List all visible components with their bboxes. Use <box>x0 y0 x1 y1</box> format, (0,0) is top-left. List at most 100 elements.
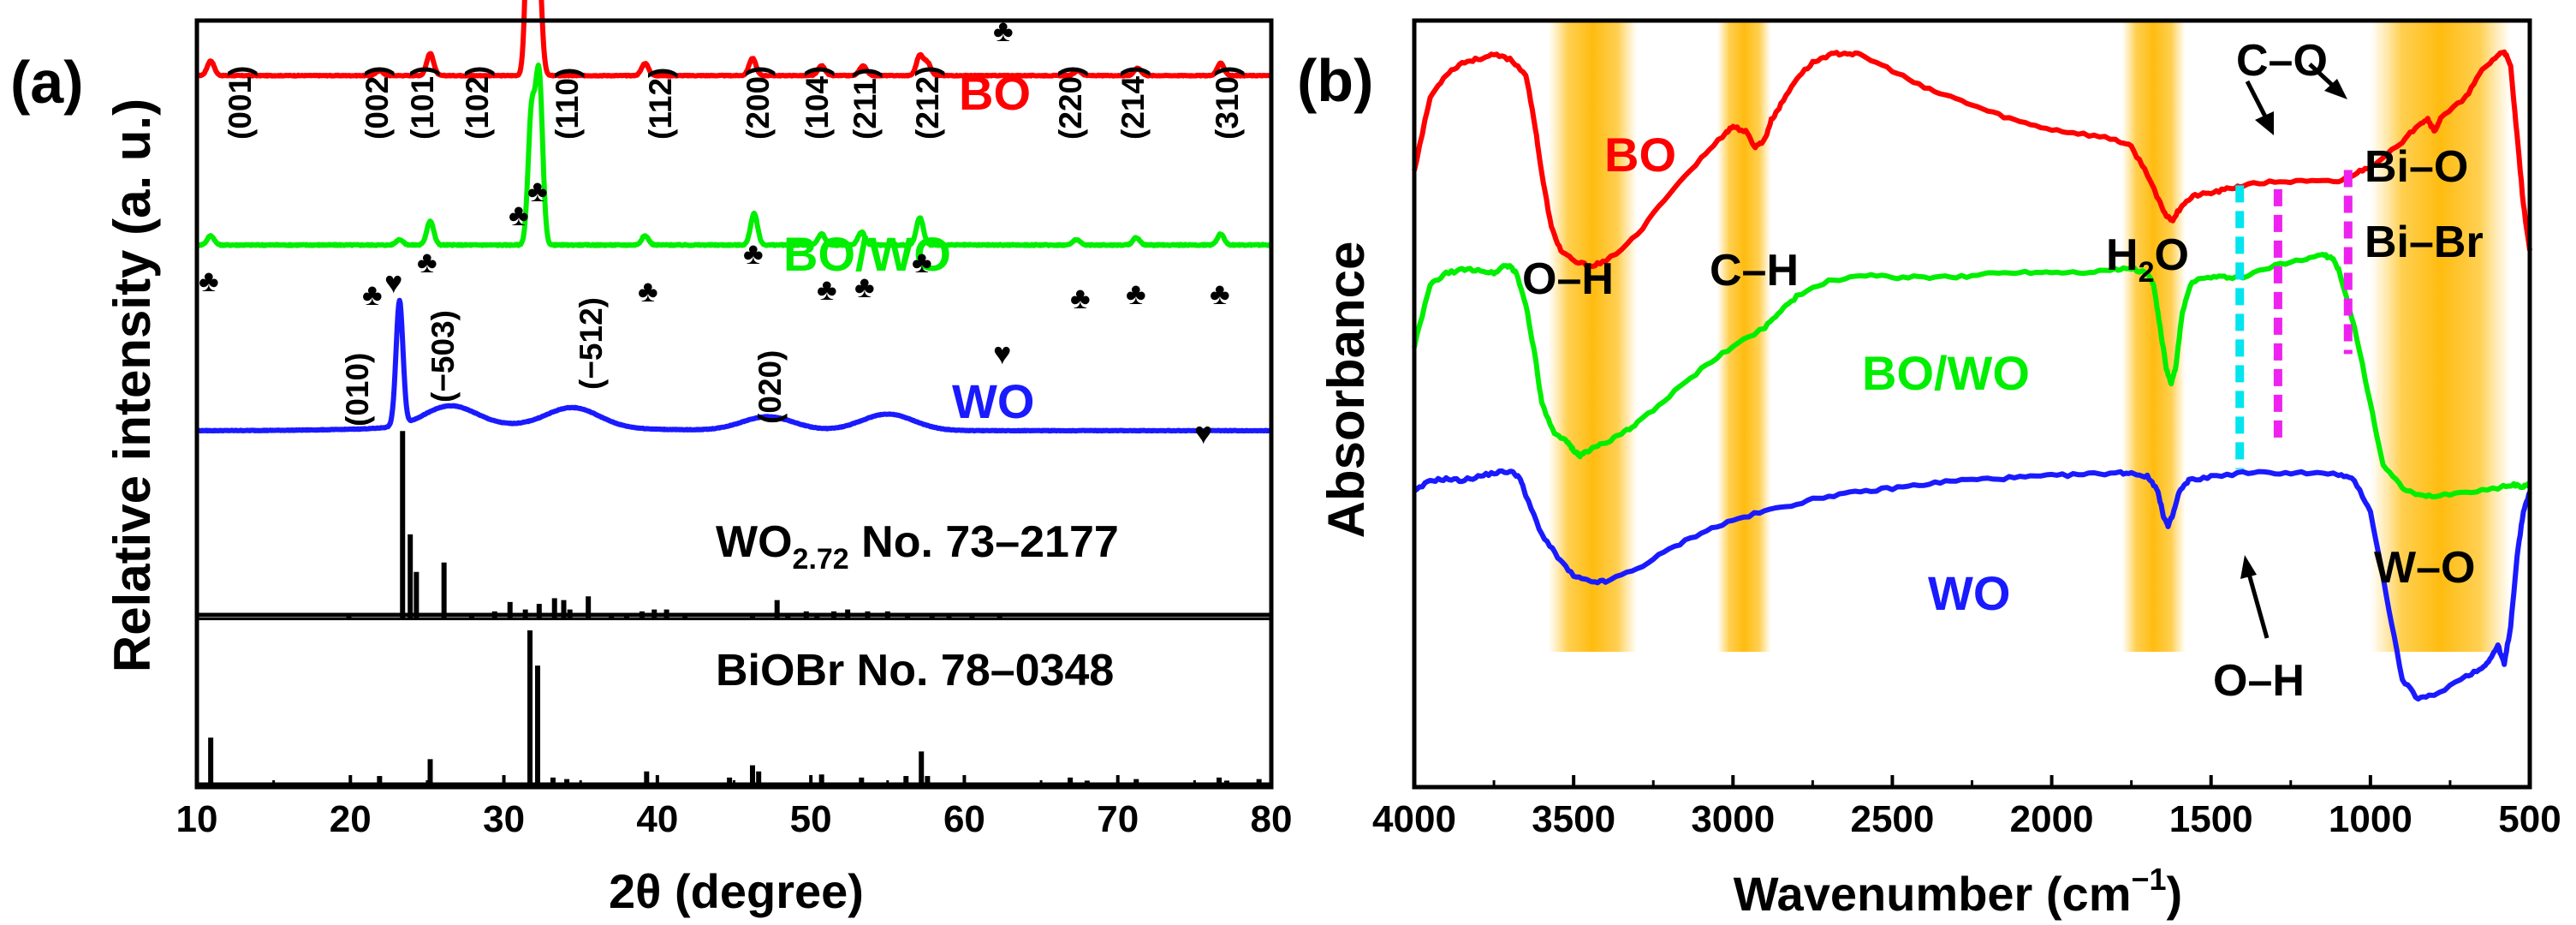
x-tick-label: 20 <box>330 798 372 840</box>
hkl-110: (110) <box>550 68 585 140</box>
club-marker: ♣ <box>509 197 529 232</box>
panel-b-label: (b) <box>1297 47 1373 114</box>
hkl-001: (001) <box>223 66 258 140</box>
x-tick-label: 2500 <box>1850 798 1934 840</box>
arrow-co2-head <box>2324 79 2347 99</box>
panel-a-x-tick-labels: 10 20 30 40 50 60 70 80 <box>176 798 1293 840</box>
band-highlight <box>1548 22 1638 652</box>
panel-a-ylabel: Relative intensity (a. u.) <box>104 98 161 672</box>
x-tick-label: 40 <box>636 798 678 840</box>
x-tick-label: 2000 <box>2010 798 2094 840</box>
panel-b-arrows <box>2240 63 2347 639</box>
hkl-211: (211) <box>848 68 883 140</box>
x-tick-label: 3000 <box>1691 798 1775 840</box>
club-marker: ♣ <box>527 173 548 208</box>
panel-b-label-bowo: BO/WO <box>1862 346 2030 400</box>
wo-hkl-512: (−512) <box>574 297 609 390</box>
panel-a-ref-biobr-label: BiOBr No. 78–0348 <box>716 646 1114 695</box>
club-marker: ♣ <box>1126 276 1146 311</box>
band-label-ch: C–H <box>1710 246 1799 295</box>
panel-a-ref-wo-label: WO2.72 No. 73–2177 <box>716 517 1119 576</box>
hkl-200: (200) <box>741 66 776 140</box>
band-label-bibr: Bi–Br <box>2365 218 2484 267</box>
heart-marker: ♥ <box>993 336 1011 371</box>
band-label-oh: O–H <box>1522 254 1614 304</box>
x-tick-label: 3500 <box>1532 798 1615 840</box>
panel-b-ylabel: Absorbance <box>1318 242 1375 539</box>
club-marker: ♣ <box>817 272 837 307</box>
x-tick-label: 50 <box>790 798 832 840</box>
hkl-104: (104) <box>800 66 835 140</box>
panel-b-curves <box>1412 49 2532 702</box>
band-label-co: C–O <box>2236 36 2328 86</box>
hkl-220: (220) <box>1053 66 1088 140</box>
hkl-212: (212) <box>910 66 945 140</box>
series-line-bo <box>194 0 1274 79</box>
band-highlight <box>2370 22 2511 652</box>
panel-b-label-wo: WO <box>1928 566 2010 620</box>
series-line-bo-wo <box>194 63 1274 248</box>
club-marker: ♣ <box>743 236 764 271</box>
arrow-co-head <box>2255 111 2274 135</box>
club-marker: ♣ <box>199 263 219 298</box>
club-marker: ♣ <box>362 277 383 312</box>
x-tick-label: 30 <box>483 798 525 840</box>
panel-a-curves <box>194 0 1274 434</box>
panel-b-dashed-lines <box>2235 170 2353 469</box>
panel-b: (b) Absorbance Wavenumber (cm−1) 4000 350… <box>1297 18 2561 921</box>
panel-a-reference-patterns <box>197 431 1271 785</box>
panel-b-xlabel: Wavenumber (cm−1) <box>1734 862 2182 921</box>
series-line-bo-wo <box>1412 252 2532 500</box>
arrow-oh-head <box>2240 555 2257 579</box>
panel-a-hkl-labels: (001) (002) (101) (102) (110) (112) (200… <box>223 66 1245 140</box>
arrow-co <box>2245 80 2269 120</box>
club-marker: ♣ <box>638 273 658 308</box>
club-marker: ♣ <box>1070 280 1091 315</box>
x-tick-label: 1500 <box>2169 798 2253 840</box>
x-tick-label: 4000 <box>1372 798 1456 840</box>
club-marker: ♣ <box>854 269 875 304</box>
wo-hkl-503: (−503) <box>425 310 461 403</box>
wo-hkl-020: (020) <box>753 350 788 424</box>
hkl-102: (102) <box>460 66 495 140</box>
club-marker: ♣ <box>912 244 932 279</box>
panel-a-label-bo: BO <box>959 66 1031 120</box>
club-marker: ♣ <box>417 244 437 279</box>
band-label-wo: W–O <box>2374 543 2475 593</box>
club-marker: ♣ <box>1210 276 1230 311</box>
panel-a-markers: ♣ ♣ ♣ ♥ ♣ ♣ ♣ ♣ ♣ ♣ ♣ ♣ ♥ ♣ ♣ ♥ ♣ <box>199 13 1230 451</box>
panel-b-bands <box>1548 22 2511 652</box>
panel-a-label: (a) <box>10 49 84 116</box>
panel-b-x-tick-labels: 4000 3500 3000 2500 2000 1500 1000 500 <box>1372 798 2561 840</box>
hkl-101: (101) <box>405 66 440 140</box>
hkl-310: (310) <box>1210 66 1245 140</box>
panel-a-label-wo: WO <box>952 374 1034 428</box>
x-tick-label: 1000 <box>2329 798 2412 840</box>
x-tick-label: 60 <box>943 798 985 840</box>
panel-a-xlabel: 2θ (degree) <box>609 864 864 918</box>
panel-a: (a) Relative intensity (a. u.) 2θ (degre… <box>10 0 1292 918</box>
x-tick-label: 70 <box>1097 798 1139 840</box>
panel-a-plot-frame <box>194 18 1274 790</box>
arrow-oh <box>2246 573 2270 639</box>
panel-b-label-bo: BO <box>1604 128 1676 182</box>
panel-b-plot-frame <box>1412 18 2532 790</box>
band-highlight <box>2121 22 2186 652</box>
heart-marker: ♥ <box>1194 415 1212 451</box>
series-line-wo <box>194 297 1274 434</box>
hkl-214: (214) <box>1115 66 1151 140</box>
band-label-bio: Bi–O <box>2365 142 2468 192</box>
x-tick-label: 500 <box>2498 798 2561 840</box>
hkl-112: (112) <box>643 68 678 140</box>
heart-marker: ♥ <box>384 265 402 300</box>
panel-a-wo-hkl-labels: (010) (−503) (−512) (020) <box>340 297 788 427</box>
series-line-wo <box>1413 468 2532 702</box>
x-tick-label: 80 <box>1251 798 1293 840</box>
wo-hkl-010: (010) <box>340 353 375 427</box>
club-marker: ♣ <box>993 13 1014 48</box>
series-line-bo <box>1412 49 2532 270</box>
x-tick-label: 10 <box>176 798 218 840</box>
panel-a-label-bowo: BO/WO <box>783 227 951 281</box>
hkl-002: (002) <box>360 66 395 140</box>
